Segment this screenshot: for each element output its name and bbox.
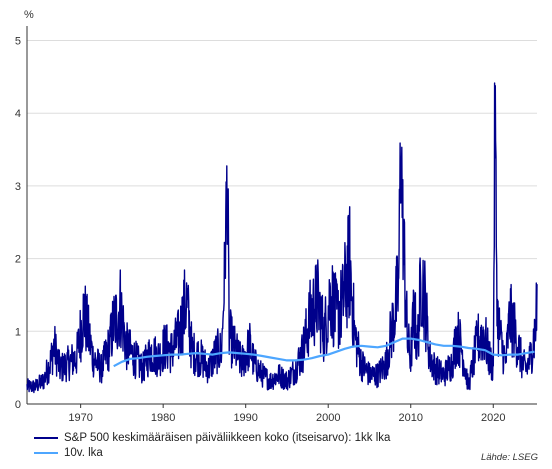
y-tick-label: 4 [15, 108, 21, 120]
legend-item-10y-average: 10v. lka [34, 445, 390, 460]
gridlines [27, 40, 537, 332]
series-lines [26, 82, 538, 394]
y-unit-label: % [24, 9, 34, 21]
x-tick-label: 1990 [233, 412, 257, 424]
y-tick-label: 2 [15, 254, 21, 266]
legend-item-daily-move: S&P 500 keskimääräisen päiväliikkeen kok… [34, 430, 390, 445]
x-tick-label: 1970 [68, 412, 92, 424]
legend-swatch-daily-move [34, 436, 58, 439]
legend-label-10y-average: 10v. lka [64, 446, 103, 459]
axes [26, 26, 537, 408]
x-tick-label: 1980 [151, 412, 175, 424]
series-line-10y-average [113, 337, 535, 368]
x-tick-label: 2010 [398, 412, 422, 424]
y-tick-label: 1 [15, 326, 21, 338]
chart: 0 1 2 3 4 5 1970 1980 1990 2000 2010 2020 % [15, 9, 538, 424]
legend-label-daily-move: S&P 500 keskimääräisen päiväliikkeen kok… [64, 431, 391, 444]
x-tick-label: 2020 [481, 412, 505, 424]
x-tick-label: 2000 [316, 412, 340, 424]
legend-swatch-10y-average [34, 451, 58, 454]
tick-labels: 0 1 2 3 4 5 1970 1980 1990 2000 2010 2020 [15, 36, 506, 424]
y-tick-label: 3 [15, 181, 21, 193]
y-tick-label: 5 [15, 36, 21, 48]
series-line-daily-move [26, 82, 538, 394]
y-tick-label: 0 [15, 399, 21, 411]
legend: S&P 500 keskimääräisen päiväliikkeen kok… [34, 430, 390, 460]
source-note: Lähde: LSEG [480, 452, 538, 463]
